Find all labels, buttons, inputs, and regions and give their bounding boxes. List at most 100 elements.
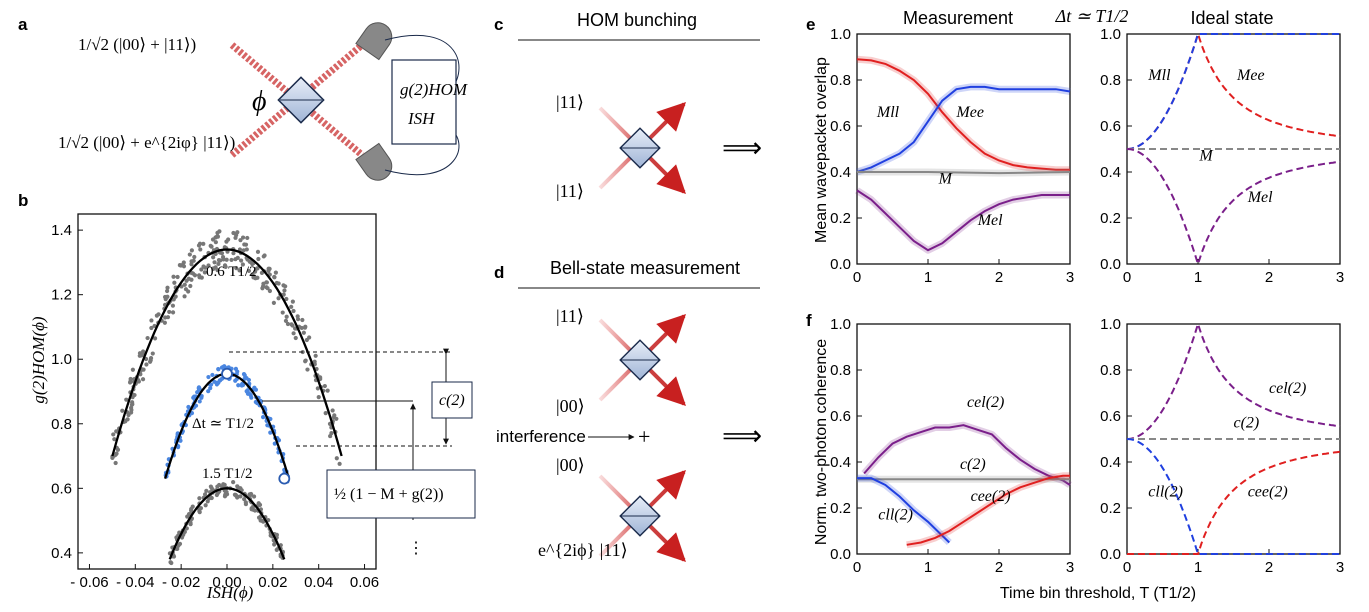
data-point — [112, 437, 117, 442]
y-tick-label: 0.8 — [830, 72, 851, 89]
y-tick-label: 0.6 — [1100, 118, 1121, 135]
data-point — [268, 430, 273, 435]
data-point — [186, 404, 191, 410]
y-tick-label: 0.4 — [830, 164, 851, 181]
data-point — [237, 268, 242, 273]
data-point — [177, 262, 182, 268]
data-point — [236, 383, 241, 388]
data-point — [247, 492, 252, 497]
data-point — [188, 283, 193, 289]
series-line — [1126, 148, 1341, 268]
data-point — [290, 323, 295, 328]
x-tick-label: 0 — [1123, 559, 1131, 576]
fit-curve — [168, 487, 286, 560]
data-point — [197, 399, 202, 404]
shared-xlabel: Time bin threshold, T (T1/2) — [1000, 585, 1196, 602]
data-point — [132, 392, 137, 398]
data-point — [276, 281, 281, 286]
y-tick-label: 1.0 — [51, 351, 72, 368]
data-point — [234, 266, 239, 271]
panel-b-plot: - 0.06 - 0.04 - 0.02 0.00 0.02 0.04 0.06 0.4 0.6… — [51, 213, 379, 591]
data-point — [171, 274, 176, 279]
data-point — [274, 547, 279, 552]
data-point — [197, 510, 202, 515]
series-line — [863, 424, 1071, 486]
d-top-in2: |00⟩ — [556, 396, 585, 416]
y-tick-label: 1.0 — [830, 26, 851, 43]
data-point — [191, 258, 196, 263]
y-tick-label: 0.6 — [830, 118, 851, 135]
data-point — [262, 253, 267, 258]
d-bot-in1: |00⟩ — [556, 455, 585, 475]
data-point — [201, 264, 206, 269]
data-point — [250, 272, 255, 277]
data-point — [210, 372, 215, 378]
data-point — [289, 304, 294, 309]
x-tick-label: 3 — [1066, 559, 1074, 576]
y-tick-label: 0.4 — [830, 454, 851, 471]
data-point — [125, 417, 130, 422]
y-tick-label: 1.0 — [1100, 316, 1121, 333]
series-label: cel(2) — [1269, 380, 1306, 397]
series-label: M — [938, 171, 954, 188]
data-point — [255, 266, 260, 271]
y-tick-label: 0.6 — [830, 408, 851, 425]
data-point — [152, 336, 158, 341]
data-point — [214, 382, 220, 387]
data-point — [201, 241, 206, 246]
data-point — [328, 433, 333, 439]
data-point — [284, 314, 289, 319]
series-line — [1126, 30, 1341, 150]
data-point — [226, 237, 231, 242]
data-point — [154, 313, 159, 318]
y-tick-label: 0.4 — [1100, 164, 1121, 181]
data-point — [223, 489, 228, 494]
data-point — [283, 318, 289, 323]
panel-label-e: e — [806, 15, 815, 34]
y-tick-label: 0.2 — [1100, 210, 1121, 227]
e-ylabel: Mean wavepacket overlap — [813, 57, 830, 243]
data-point — [204, 488, 209, 493]
state-top: 1/√2 (|00⟩ + |11⟩) — [78, 35, 196, 54]
data-point — [292, 326, 298, 331]
data-point — [203, 503, 208, 508]
data-point — [197, 496, 202, 501]
data-point — [235, 369, 240, 374]
c-input-top: |11⟩ — [556, 92, 584, 112]
formula-label: ½ (1 − M + g(2)) — [334, 486, 444, 503]
series-line — [857, 171, 1071, 175]
series-band — [906, 472, 1070, 549]
data-point — [196, 388, 202, 393]
data-point — [126, 412, 131, 418]
data-point — [145, 335, 150, 341]
data-point — [182, 282, 187, 287]
x-tick-label: 0.00 — [212, 574, 241, 591]
data-point — [251, 494, 257, 499]
d-title: Bell-state measurement — [550, 258, 740, 278]
data-point — [240, 382, 246, 388]
data-point — [249, 395, 254, 400]
data-point — [206, 263, 211, 268]
data-point — [120, 408, 125, 413]
series-label: Mll — [876, 104, 900, 121]
data-point — [140, 351, 145, 356]
data-point — [186, 276, 191, 281]
plus-sign: + — [638, 424, 650, 449]
data-point — [192, 254, 197, 260]
data-point — [199, 393, 204, 399]
data-point — [266, 266, 271, 271]
data-point — [304, 337, 309, 343]
panel-d-beamsplitter-bottom — [598, 470, 686, 562]
data-point — [216, 261, 221, 267]
y-tick-label: 0.2 — [830, 500, 851, 517]
data-point — [242, 242, 247, 247]
data-point — [178, 438, 183, 443]
fit-curve — [111, 248, 343, 457]
x-tick-label: 1 — [1194, 559, 1202, 576]
data-point — [272, 441, 277, 446]
y-tick-label: 0.8 — [830, 362, 851, 379]
data-point — [243, 500, 248, 505]
data-point — [127, 380, 133, 385]
data-point — [233, 378, 238, 383]
